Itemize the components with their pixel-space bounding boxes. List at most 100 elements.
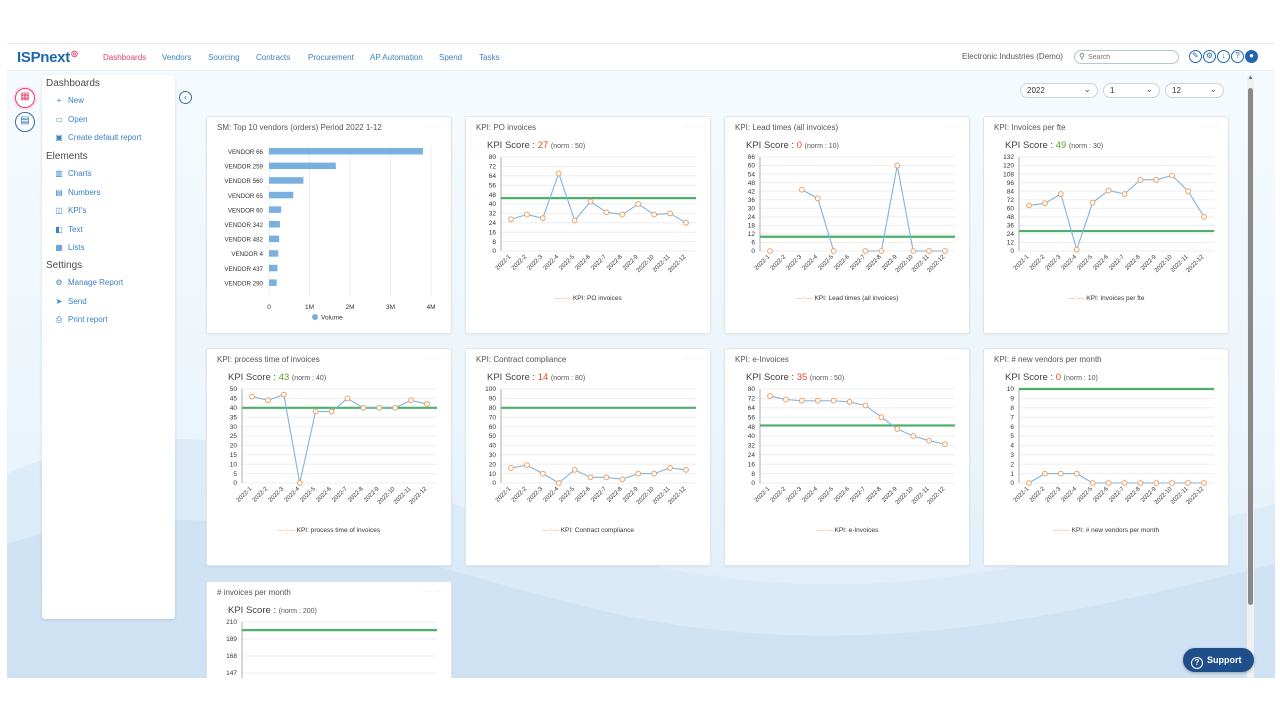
- data-point[interactable]: [767, 248, 773, 254]
- data-point[interactable]: [783, 396, 789, 403]
- dashboard-card[interactable]: KPI: Contract compliance ⋯⋯ 0 10 20 30 40 50 60 7…: [465, 348, 711, 566]
- data-point[interactable]: [1137, 176, 1144, 183]
- data-point[interactable]: [555, 170, 562, 177]
- dashboard-rail-icon[interactable]: ▦: [15, 88, 35, 108]
- data-point[interactable]: [619, 211, 626, 218]
- data-point[interactable]: [1185, 188, 1191, 195]
- data-point[interactable]: [910, 248, 917, 254]
- company-name[interactable]: Electronic Industries (Demo): [962, 52, 1063, 61]
- scroll-up-arrow[interactable]: ▲: [1247, 75, 1254, 81]
- data-point[interactable]: [1185, 480, 1191, 486]
- data-point[interactable]: [1057, 191, 1064, 197]
- data-point[interactable]: [587, 198, 594, 205]
- data-point[interactable]: [683, 466, 689, 473]
- data-point[interactable]: [392, 404, 399, 411]
- bar[interactable]: [269, 162, 336, 170]
- data-point[interactable]: [767, 393, 773, 399]
- help-icon[interactable]: ?: [1231, 50, 1244, 63]
- data-point[interactable]: [296, 480, 303, 486]
- data-point[interactable]: [619, 476, 626, 483]
- data-point[interactable]: [424, 401, 430, 407]
- data-point[interactable]: [1169, 172, 1176, 179]
- report-rail-icon[interactable]: ▤: [15, 112, 35, 132]
- gear-icon[interactable]: ⚙: [1203, 50, 1216, 63]
- card-actions-icon[interactable]: ⋯⋯: [943, 354, 963, 363]
- card-actions-icon[interactable]: ⋯⋯: [1202, 354, 1222, 363]
- card-actions-icon[interactable]: ⋯⋯: [684, 122, 704, 131]
- data-point[interactable]: [814, 195, 821, 202]
- data-point[interactable]: [910, 433, 917, 439]
- data-point[interactable]: [846, 399, 853, 405]
- data-point[interactable]: [328, 408, 335, 415]
- data-point[interactable]: [376, 404, 383, 411]
- data-point[interactable]: [524, 211, 530, 218]
- data-point[interactable]: [651, 470, 658, 477]
- data-point[interactable]: [265, 397, 271, 404]
- data-point[interactable]: [1153, 480, 1160, 486]
- data-point[interactable]: [1201, 213, 1207, 220]
- card-actions-icon[interactable]: ⋯⋯: [425, 354, 445, 363]
- data-point[interactable]: [926, 248, 932, 254]
- data-point[interactable]: [798, 186, 805, 193]
- bar[interactable]: [269, 177, 304, 184]
- ispnext-logo[interactable]: ISPnext◎: [17, 49, 78, 66]
- bar[interactable]: [269, 206, 282, 213]
- nav-vendors[interactable]: Vendors: [162, 53, 192, 62]
- nav-spend[interactable]: Spend: [439, 53, 463, 62]
- card-actions-icon[interactable]: ⋯⋯: [425, 122, 445, 131]
- sidebar-item-text[interactable]: ◧ Text: [54, 225, 82, 234]
- sidebar-item-charts[interactable]: ▥ Charts: [54, 169, 91, 178]
- bar[interactable]: [269, 148, 423, 155]
- data-point[interactable]: [249, 393, 255, 400]
- dashboard-card[interactable]: KPI: Lead times (all invoices) ⋯⋯ 0 6 12 18 24…: [724, 116, 970, 334]
- data-point[interactable]: [1121, 480, 1128, 486]
- data-point[interactable]: [1089, 480, 1096, 486]
- sidebar-item-numbers[interactable]: ▤ Numbers: [54, 188, 100, 197]
- data-point[interactable]: [1057, 470, 1064, 477]
- data-point[interactable]: [878, 248, 885, 254]
- sidebar-item-create-default-report[interactable]: ▣ Create default report: [54, 133, 141, 142]
- nav-dashboards[interactable]: Dashboards: [103, 53, 147, 62]
- data-point[interactable]: [1026, 202, 1032, 209]
- data-point[interactable]: [1042, 470, 1048, 477]
- data-point[interactable]: [539, 470, 546, 477]
- nav-tasks[interactable]: Tasks: [479, 53, 500, 62]
- data-point[interactable]: [1201, 480, 1207, 486]
- data-point[interactable]: [571, 217, 578, 224]
- data-point[interactable]: [635, 201, 642, 207]
- card-actions-icon[interactable]: ⋯⋯: [684, 354, 704, 363]
- data-point[interactable]: [1026, 480, 1032, 486]
- data-point[interactable]: [1042, 200, 1048, 207]
- user-icon[interactable]: ●: [1245, 50, 1258, 63]
- data-point[interactable]: [1137, 480, 1144, 486]
- data-point[interactable]: [667, 210, 673, 217]
- data-point[interactable]: [1169, 480, 1176, 486]
- sidebar-item-print-report[interactable]: ⎙ Print report: [54, 315, 108, 325]
- dashboard-card[interactable]: KPI: Invoices per fte ⋯⋯ 0 12 24 36 48 60 72 84 96…: [983, 116, 1229, 334]
- dashboard-card[interactable]: SM: Top 10 vendors (orders) Period 2022 …: [206, 116, 452, 334]
- year-select[interactable]: 2022 ⌄: [1020, 83, 1098, 98]
- bar[interactable]: [269, 221, 280, 228]
- dashboard-card[interactable]: # invoices per month ⋯⋯ 126 147 168 189 210 KPI…: [206, 581, 452, 678]
- nav-contracts[interactable]: Contracts: [256, 53, 291, 62]
- data-point[interactable]: [878, 414, 885, 421]
- data-point[interactable]: [524, 462, 530, 469]
- data-point[interactable]: [603, 474, 610, 481]
- data-point[interactable]: [508, 465, 514, 471]
- card-actions-icon[interactable]: ⋯⋯: [1202, 122, 1222, 131]
- sidebar-item-manage-report[interactable]: ⚙ Manage Report: [54, 278, 123, 287]
- data-point[interactable]: [830, 397, 837, 404]
- data-point[interactable]: [603, 209, 610, 216]
- data-point[interactable]: [942, 248, 948, 254]
- data-point[interactable]: [667, 465, 673, 471]
- data-point[interactable]: [683, 219, 689, 226]
- data-point[interactable]: [1089, 199, 1096, 206]
- sidebar-item-lists[interactable]: ▦ Lists: [54, 243, 84, 252]
- data-point[interactable]: [344, 395, 351, 402]
- pencil-icon[interactable]: ✎: [1189, 50, 1202, 63]
- nav-sourcing[interactable]: Sourcing: [208, 53, 240, 62]
- bar[interactable]: [269, 264, 278, 272]
- data-point[interactable]: [539, 215, 546, 221]
- dashboard-card[interactable]: KPI: process time of invoices ⋯⋯ 0 5 10 15 20 2…: [206, 348, 452, 566]
- data-point[interactable]: [571, 466, 578, 473]
